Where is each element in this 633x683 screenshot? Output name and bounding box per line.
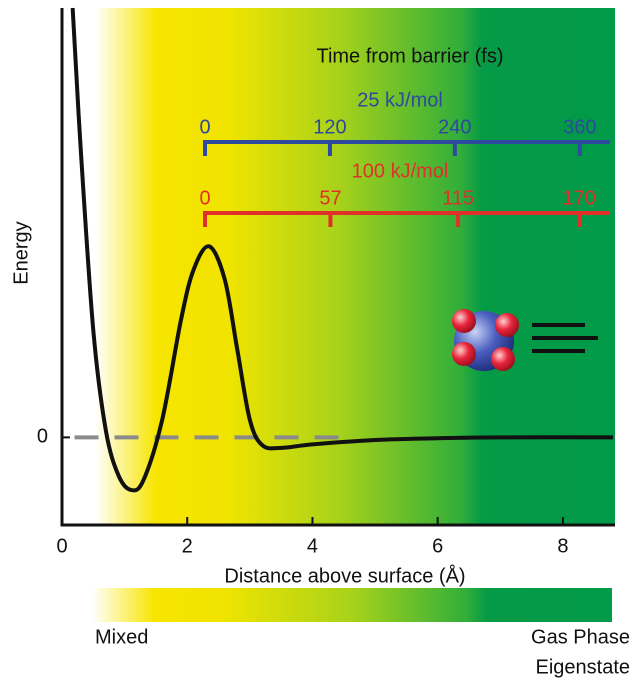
x-tick-label: 2 bbox=[182, 535, 193, 557]
time-tick-label: 120 bbox=[313, 116, 346, 138]
time-axis-label: 100 kJ/mol bbox=[352, 160, 449, 182]
colorbar-right-label: Gas Phase bbox=[531, 626, 630, 648]
time-tick-label: 57 bbox=[319, 187, 341, 209]
plot-background bbox=[62, 8, 615, 525]
x-tick-label: 6 bbox=[432, 535, 443, 557]
molecule-icon bbox=[452, 309, 598, 371]
colorbar-right-label: Eigenstate bbox=[535, 656, 630, 678]
time-tick-label: 115 bbox=[442, 187, 474, 209]
x-tick-label: 4 bbox=[307, 535, 318, 557]
time-tick-label: 170 bbox=[562, 187, 595, 209]
time-tick-label: 0 bbox=[199, 187, 210, 209]
time-tick-label: 360 bbox=[563, 116, 596, 138]
y-tick-label: 0 bbox=[37, 426, 48, 448]
x-tick-label: 0 bbox=[56, 535, 67, 557]
potential-curve bbox=[70, 7, 614, 493]
colorbar-left-label: Mixed bbox=[95, 626, 148, 648]
x-axis-label: Distance above surface (Å) bbox=[224, 564, 465, 587]
time-axis-label: 25 kJ/mol bbox=[357, 89, 443, 111]
time-tick-label: 0 bbox=[199, 116, 210, 138]
time-axes-title: Time from barrier (fs) bbox=[316, 45, 503, 67]
x-tick-label: 8 bbox=[557, 535, 568, 557]
colorbar bbox=[92, 588, 612, 622]
time-tick-label: 240 bbox=[438, 116, 471, 138]
y-axis-label: Energy bbox=[10, 221, 32, 284]
